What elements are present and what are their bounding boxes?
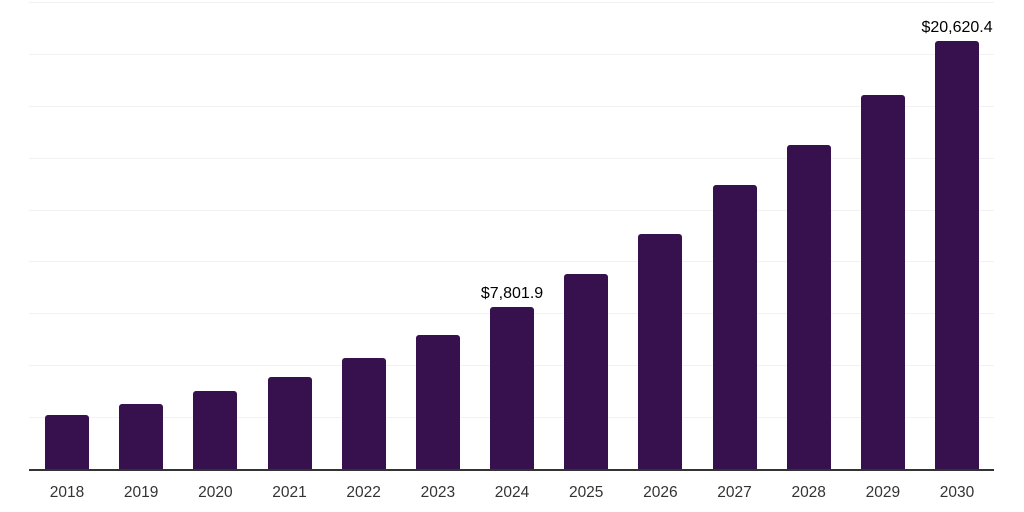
- bar-2028: [786, 144, 831, 469]
- gridline: [29, 261, 994, 263]
- x-tick-2020: 2020: [198, 484, 233, 501]
- x-tick-2022: 2022: [346, 484, 381, 501]
- bar-2020: [193, 390, 238, 469]
- value-label-2030: $20,620.4: [921, 19, 993, 37]
- x-tick-2028: 2028: [791, 484, 826, 501]
- bar-2023: [415, 335, 460, 469]
- gridline: [29, 157, 994, 159]
- x-tick-2018: 2018: [49, 484, 85, 501]
- bar-2030: [935, 41, 980, 469]
- x-tick-2019: 2019: [123, 484, 159, 501]
- x-tick-2029: 2029: [865, 484, 901, 501]
- x-tick-2027: 2027: [717, 484, 752, 501]
- x-tick-2024: 2024: [494, 484, 530, 501]
- bar-2018: [45, 415, 89, 469]
- plot-area: $7,801.9 $20,620.4: [29, 2, 994, 471]
- bar-2019: [119, 404, 164, 469]
- x-tick-2026: 2026: [643, 484, 678, 501]
- value-label-2024: $7,801.9: [480, 285, 544, 303]
- x-tick-2030: 2030: [939, 484, 975, 501]
- bar-2022: [341, 358, 386, 469]
- gridline: [29, 2, 994, 3]
- x-tick-2021: 2021: [272, 484, 307, 501]
- bar-2027: [712, 184, 757, 469]
- gridline: [29, 105, 994, 107]
- x-tick-2025: 2025: [568, 484, 604, 501]
- bar-2024: [490, 307, 535, 469]
- bar-2029: [860, 95, 905, 469]
- bar-2021: [267, 377, 312, 469]
- bar-2026: [638, 233, 683, 469]
- gridline: [29, 53, 994, 55]
- bar-2025: [564, 273, 609, 469]
- x-tick-2023: 2023: [420, 484, 456, 501]
- gridline: [29, 209, 994, 211]
